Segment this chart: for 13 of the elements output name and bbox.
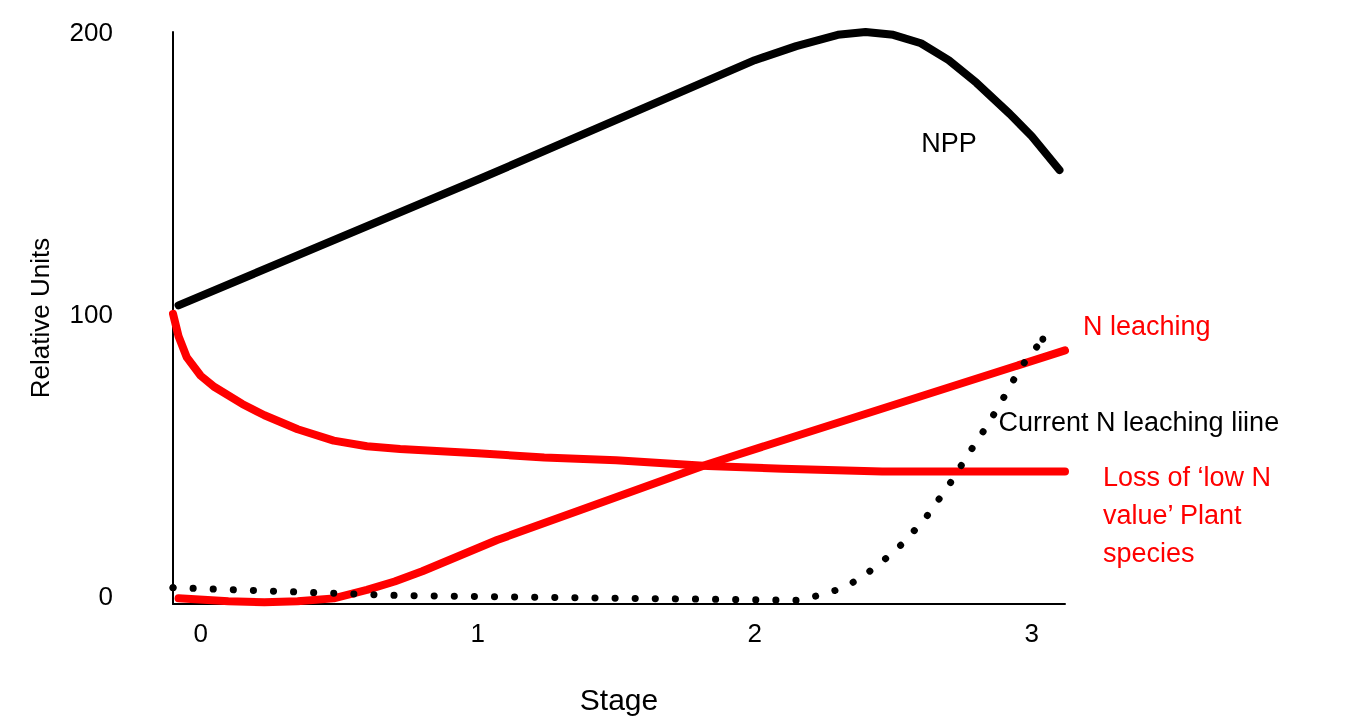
x-axis-title: Stage xyxy=(579,682,659,716)
x-tick-label: 2 xyxy=(747,618,762,648)
series-label: Loss of ‘low N value’ Plant species xyxy=(1103,461,1279,568)
y-tick-label: 200 xyxy=(69,17,113,47)
series-label: NPP xyxy=(921,127,977,158)
y-axis-title: Relative Units xyxy=(25,237,55,399)
y-tick-label: 0 xyxy=(98,580,113,611)
x-tick-label: 0 xyxy=(193,618,208,648)
series-label: Current N leaching liine xyxy=(998,406,1280,437)
x-tick-label: 3 xyxy=(1024,618,1039,648)
x-tick-label: 1 xyxy=(470,618,485,648)
y-tick-label: 100 xyxy=(69,298,113,329)
series-label: N leaching xyxy=(1083,311,1211,342)
